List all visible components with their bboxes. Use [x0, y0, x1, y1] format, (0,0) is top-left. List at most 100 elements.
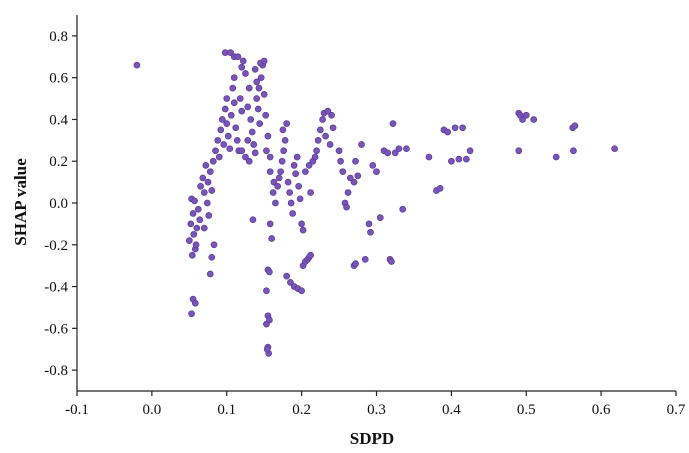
x-tick-label: 0.6	[592, 402, 611, 418]
x-tick-label: 0.1	[217, 402, 236, 418]
scatter-point	[352, 260, 359, 267]
scatter-point	[269, 189, 277, 196]
scatter-point	[248, 128, 256, 136]
scatter-point	[611, 145, 618, 153]
scatter-point	[133, 61, 141, 69]
scatter-point	[305, 162, 313, 169]
scatter-point	[367, 228, 374, 236]
scatter-point	[298, 220, 305, 228]
y-tick-label: -0.4	[44, 280, 68, 296]
scatter-point	[255, 84, 263, 92]
x-tick-label: 0.7	[667, 402, 686, 418]
scatter-point	[283, 272, 290, 280]
scatter-point	[190, 230, 198, 238]
scatter-point	[284, 178, 292, 186]
scatter-point	[295, 182, 302, 190]
scatter-point	[403, 145, 410, 153]
x-axis-title: SDPD	[350, 429, 394, 448]
scatter-point	[253, 78, 261, 86]
scatter-point	[279, 126, 287, 134]
y-axis-title: SHAP value	[11, 158, 30, 246]
scatter-point	[205, 212, 213, 219]
scatter-point	[322, 132, 329, 140]
scatter-point	[263, 320, 270, 328]
scatter-point	[324, 107, 332, 115]
scatter-point	[444, 128, 451, 136]
scatter-point	[277, 168, 285, 176]
scatter-point	[245, 157, 253, 165]
scatter-point	[268, 235, 276, 242]
axes	[76, 15, 676, 392]
scatter-point	[191, 197, 198, 205]
scatter-point	[218, 116, 226, 123]
scatter-point	[358, 141, 365, 148]
scatter-point	[194, 205, 202, 213]
scatter-point	[251, 149, 259, 157]
scatter-point	[206, 270, 214, 278]
scatter-point	[247, 116, 255, 123]
y-tick-label: 0.2	[49, 154, 68, 170]
scatter-point	[192, 241, 200, 249]
scatter-point	[251, 65, 259, 73]
y-tick-label: 0.4	[49, 112, 68, 128]
scatter-point	[254, 105, 262, 113]
x-tick-label: 0.2	[292, 402, 311, 418]
scatter-point	[369, 162, 377, 169]
scatter-point	[266, 153, 274, 161]
scatter-point	[344, 189, 352, 196]
scatter-point	[262, 111, 270, 119]
scatter-point	[466, 147, 474, 155]
scatter-point	[298, 287, 305, 295]
scatter-point	[244, 103, 252, 111]
scatter-point	[292, 170, 299, 178]
scatter-point	[343, 203, 350, 211]
y-tick-label: 0.8	[49, 29, 68, 45]
scatter-point	[188, 251, 196, 259]
scatter-point	[425, 153, 433, 161]
scatter-point	[287, 199, 295, 207]
scatter-point	[571, 122, 579, 130]
scatter-point	[263, 345, 271, 353]
scatter-point	[384, 149, 392, 157]
scatter-point	[260, 91, 268, 98]
scatter-point	[316, 126, 324, 134]
scatter-point	[270, 178, 278, 186]
scatter-point	[266, 268, 273, 276]
scatter-point	[463, 155, 470, 163]
scatter-point	[395, 145, 403, 153]
scatter-point	[290, 162, 298, 169]
scatter-point	[202, 162, 210, 169]
scatter-point	[208, 187, 216, 194]
scatter-point	[215, 153, 223, 161]
scatter-point	[286, 189, 293, 196]
scatter-point	[335, 147, 343, 155]
scatter-point	[232, 124, 240, 132]
scatter-point	[451, 124, 459, 132]
scatter-point	[203, 199, 211, 207]
scatter-point	[220, 141, 228, 148]
scatter-point	[266, 220, 274, 228]
scatter-point	[307, 189, 314, 196]
scatter-point	[214, 136, 222, 144]
scatter-point	[459, 124, 466, 132]
scatter-point	[238, 107, 246, 115]
scatter-point	[236, 95, 244, 102]
scatter-point	[274, 182, 282, 190]
scatter-point	[208, 253, 216, 261]
scatter-point	[552, 153, 560, 161]
scatter-point	[230, 74, 238, 82]
scatter-point	[230, 99, 238, 107]
scatter-point	[257, 74, 265, 82]
scatter-point	[373, 168, 380, 176]
scatter-point	[227, 49, 234, 56]
scatter-point	[313, 147, 320, 155]
data-points	[133, 49, 618, 357]
scatter-point	[196, 216, 204, 224]
axis-ticks: -0.1 0.0 0.1 0.2 0.3 0.4 0.5 0.6 0.7 0.8 0.6 0.4 0.2…	[44, 29, 686, 418]
scatter-point	[223, 95, 231, 102]
scatter-point	[209, 157, 217, 165]
scatter-point	[191, 299, 199, 307]
scatter-point	[227, 111, 235, 119]
